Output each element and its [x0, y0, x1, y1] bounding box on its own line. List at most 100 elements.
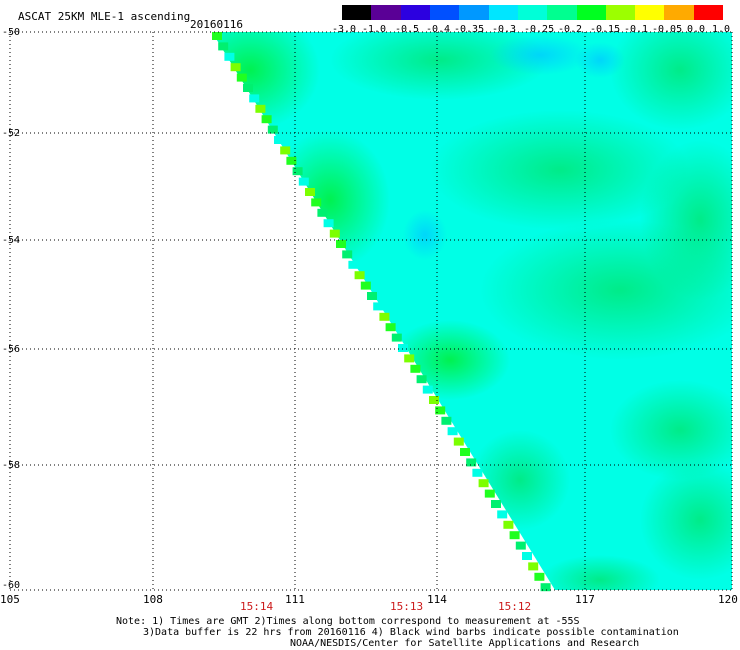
edge-pixel	[311, 198, 322, 207]
edge-pixel	[379, 312, 390, 321]
edge-pixel	[404, 354, 415, 363]
colorbar-label: -0.25	[524, 24, 555, 35]
edge-pixel	[391, 333, 402, 342]
lon-tick-label: 108	[143, 593, 163, 606]
edge-pixel	[503, 520, 514, 529]
edge-pixel	[230, 63, 241, 72]
edge-pixel	[224, 52, 235, 61]
product-date: 20160116	[190, 18, 243, 31]
colorbar-segment	[517, 5, 548, 20]
colorbar-label: -0.2	[558, 24, 583, 35]
colorbar-segment	[693, 5, 724, 20]
edge-pixel	[336, 240, 346, 248]
colorbar-segment	[605, 5, 636, 20]
colorbar-labels: -3.0 -1.0 -0.5 -0.4 -0.35 -0.3 -0.25 -0.…	[332, 24, 732, 36]
edge-pixel	[410, 364, 421, 373]
edge-pixel	[267, 125, 278, 134]
edge-pixel	[528, 562, 539, 571]
lat-tick-label: -50	[2, 27, 21, 38]
colorbar-label: -0.3	[492, 24, 517, 35]
colorbar	[342, 5, 724, 20]
edge-pixel	[385, 323, 396, 332]
colorbar-segment	[635, 5, 665, 20]
lon-tick-label: 120	[718, 593, 738, 606]
edge-pixel	[429, 396, 439, 404]
lat-tick-label: -60	[2, 580, 21, 591]
edge-pixel	[261, 115, 272, 124]
lat-tick-label: -58	[2, 460, 21, 471]
time-label: 15:14	[240, 600, 274, 613]
colorbar-label: -0.15	[590, 24, 621, 35]
edge-pixel	[243, 84, 253, 92]
edge-pixel	[274, 136, 284, 144]
edge-pixel	[305, 188, 315, 196]
edge-pixel	[280, 146, 291, 155]
colorbar-segment	[371, 5, 401, 20]
colorbar-segment	[547, 5, 577, 20]
edge-pixel	[422, 385, 433, 394]
colorbar-segment	[488, 5, 518, 20]
note-line-3: NOAA/NESDIS/Center for Satellite Applica…	[290, 638, 640, 649]
edge-pixel	[218, 42, 229, 51]
edge-pixel	[212, 32, 222, 40]
edge-pixel	[398, 344, 408, 352]
lat-tick-label: -52	[2, 128, 21, 139]
colorbar-segment	[429, 5, 460, 20]
colorbar-label: 1.0	[712, 24, 731, 35]
colorbar-label: -0.5	[395, 24, 420, 35]
edge-pixel	[292, 167, 303, 176]
edge-pixel	[329, 229, 340, 238]
edge-pixel	[286, 156, 297, 165]
colorbar-label: 0.0	[687, 24, 706, 35]
colorbar-label: -0.05	[652, 24, 683, 35]
edge-pixel	[484, 489, 495, 498]
colorbar-segment	[400, 5, 430, 20]
edge-pixel	[497, 510, 508, 519]
note-line-2: 3)Data buffer is 22 hrs from 20160116 4)…	[143, 627, 679, 638]
edge-pixel	[509, 531, 520, 540]
map-frame	[9, 31, 733, 591]
swath-field	[212, 32, 732, 590]
lon-tick-label: 117	[575, 593, 595, 606]
edge-pixel	[367, 292, 377, 300]
edge-pixel	[348, 260, 359, 269]
colorbar-label: -0.4	[426, 24, 451, 35]
edge-pixel	[515, 541, 526, 550]
colorbar-segment	[576, 5, 606, 20]
lon-tick-label: 111	[285, 593, 305, 606]
edge-pixel	[323, 219, 334, 228]
note-line-1: Note: 1) Times are GMT 2)Times along bot…	[116, 616, 580, 627]
colorbar-label: -1.0	[362, 24, 387, 35]
edge-pixel	[298, 177, 309, 186]
time-label: 15:13	[390, 600, 424, 613]
lon-tick-label: 114	[427, 593, 447, 606]
edge-pixel	[491, 500, 501, 508]
edge-pixel	[478, 479, 489, 488]
edge-pixel	[534, 572, 545, 581]
edge-pixel	[317, 208, 328, 217]
time-label: 15:12	[498, 600, 532, 613]
edge-pixel	[360, 281, 371, 290]
colorbar-segment	[459, 5, 489, 20]
edge-pixel	[460, 448, 470, 456]
lat-lon-grid	[10, 32, 732, 590]
edge-pixel	[466, 458, 477, 467]
edge-pixel	[441, 416, 452, 425]
lat-tick-label: -56	[2, 344, 21, 355]
edge-pixel	[255, 104, 266, 113]
lon-tick-label: 105	[0, 593, 20, 606]
edge-pixel	[453, 437, 464, 446]
lat-tick-label: -54	[2, 235, 21, 246]
colorbar-label: -0.35	[454, 24, 485, 35]
edge-pixel	[373, 302, 384, 311]
edge-pixel	[522, 552, 532, 560]
product-title: ASCAT 25KM MLE-1 ascending	[18, 10, 191, 23]
edge-pixel	[416, 375, 427, 384]
edge-pixel	[236, 73, 247, 82]
edge-pixel	[540, 583, 551, 592]
swath-edge-pixels	[212, 32, 551, 592]
colorbar-label: -3.0	[332, 24, 357, 35]
edge-pixel	[249, 94, 260, 103]
edge-pixel	[447, 427, 458, 436]
